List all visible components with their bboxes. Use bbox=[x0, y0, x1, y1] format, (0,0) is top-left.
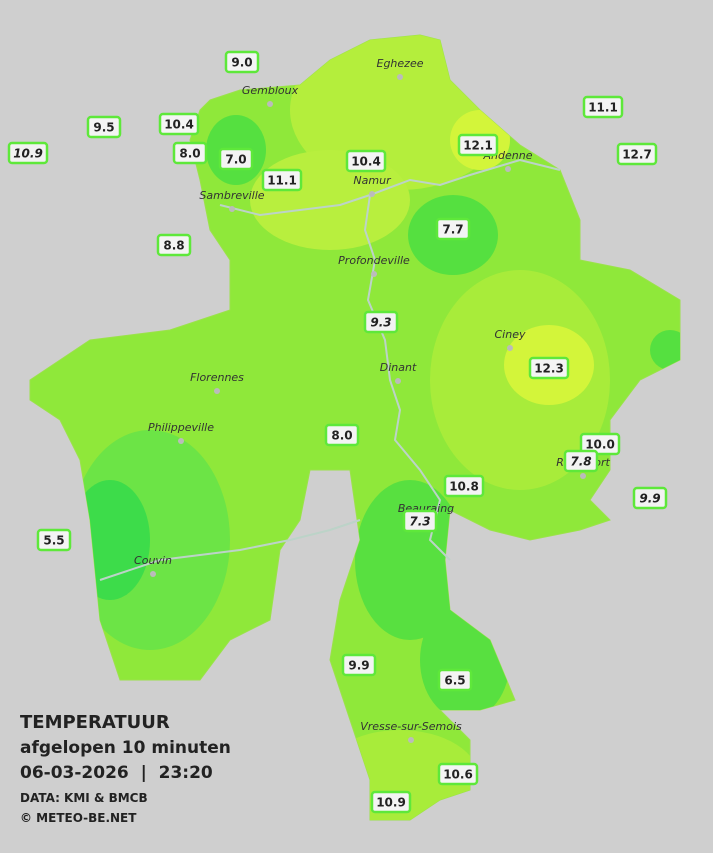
station-box bbox=[86, 115, 122, 139]
station-value: 11.1 bbox=[588, 101, 618, 115]
city-dot bbox=[371, 271, 377, 277]
station-value: 9.0 bbox=[231, 56, 252, 70]
station-value: 12.1 bbox=[463, 139, 493, 153]
station-box bbox=[632, 486, 668, 510]
river bbox=[219, 158, 561, 217]
city-dot bbox=[178, 438, 184, 444]
city-dot bbox=[369, 191, 375, 197]
station-box bbox=[443, 474, 485, 498]
station-value: 10.9 bbox=[376, 796, 406, 810]
station-box bbox=[616, 142, 658, 166]
station-box bbox=[437, 762, 479, 786]
credit: © METEO-BE.NET bbox=[20, 811, 137, 825]
station-box bbox=[582, 95, 624, 119]
station-value: 7.7 bbox=[442, 223, 463, 237]
station-box bbox=[435, 217, 471, 241]
city-label: Vresse-sur-Semois bbox=[360, 720, 462, 733]
city-dot bbox=[229, 206, 235, 212]
city-label: Ciney bbox=[495, 328, 526, 341]
datetime: 06-03-2026 | 23:20 bbox=[20, 763, 213, 783]
city-label: Namur bbox=[353, 174, 392, 187]
station-value: 11.1 bbox=[267, 174, 297, 188]
station-box bbox=[158, 112, 200, 136]
station-box bbox=[457, 133, 499, 157]
station-box bbox=[370, 790, 412, 814]
city-dot bbox=[507, 345, 513, 351]
city-dot bbox=[150, 571, 156, 577]
city-label: Sambreville bbox=[199, 189, 264, 202]
city-dot bbox=[395, 378, 401, 384]
station-box bbox=[579, 432, 621, 456]
station-value: 8.0 bbox=[331, 429, 352, 443]
station-box bbox=[36, 528, 72, 552]
source: DATA: KMI & BMCB bbox=[20, 791, 148, 805]
station-value: 10.4 bbox=[164, 118, 194, 132]
station-value: 9.5 bbox=[93, 121, 114, 135]
station-value: 10.8 bbox=[449, 480, 479, 494]
station-value: 7.8 bbox=[570, 455, 591, 469]
station-value: 10.9 bbox=[13, 147, 43, 161]
station-box bbox=[402, 509, 438, 533]
station-box bbox=[341, 653, 377, 677]
station-box bbox=[156, 233, 192, 257]
subtitle: afgelopen 10 minuten bbox=[20, 738, 231, 758]
station-box bbox=[7, 141, 49, 165]
city-dot bbox=[505, 166, 511, 172]
station-value: 9.3 bbox=[370, 316, 391, 330]
station-box bbox=[172, 141, 208, 165]
station-value: 6.5 bbox=[444, 674, 465, 688]
city-label: Philippeville bbox=[148, 421, 214, 434]
city-dot bbox=[397, 74, 403, 80]
station-box bbox=[563, 449, 599, 473]
station-value: 10.6 bbox=[443, 768, 473, 782]
city-label: Gembloux bbox=[242, 84, 299, 97]
station-value: 8.8 bbox=[163, 239, 184, 253]
station-box bbox=[261, 168, 303, 192]
city-label: Couvin bbox=[134, 554, 172, 567]
station-box bbox=[324, 423, 360, 447]
city-label: Profondeville bbox=[338, 254, 410, 267]
station-value: 8.0 bbox=[179, 147, 200, 161]
station-box bbox=[345, 149, 387, 173]
station-value: 7.3 bbox=[409, 515, 430, 529]
station-value: 12.3 bbox=[534, 362, 564, 376]
station-value: 9.9 bbox=[639, 492, 660, 506]
city-dot bbox=[214, 388, 220, 394]
title: TEMPERATUUR bbox=[20, 712, 170, 733]
city-dot bbox=[408, 737, 414, 743]
station-value: 9.9 bbox=[348, 659, 369, 673]
station-box bbox=[224, 50, 260, 74]
city-label: Eghezee bbox=[377, 57, 424, 70]
city-dot bbox=[580, 473, 586, 479]
station-value: 10.0 bbox=[585, 438, 615, 452]
station-box bbox=[363, 310, 399, 334]
river bbox=[363, 194, 451, 561]
station-box bbox=[437, 668, 473, 692]
river bbox=[99, 519, 361, 581]
city-dot bbox=[267, 101, 273, 107]
station-value: 12.7 bbox=[622, 148, 652, 162]
station-box bbox=[528, 356, 570, 380]
city-label: Florennes bbox=[190, 371, 244, 384]
city-label: Dinant bbox=[380, 361, 417, 374]
station-box bbox=[218, 147, 254, 171]
station-value: 5.5 bbox=[43, 534, 64, 548]
station-value: 7.0 bbox=[225, 153, 246, 167]
station-value: 10.4 bbox=[351, 155, 381, 169]
